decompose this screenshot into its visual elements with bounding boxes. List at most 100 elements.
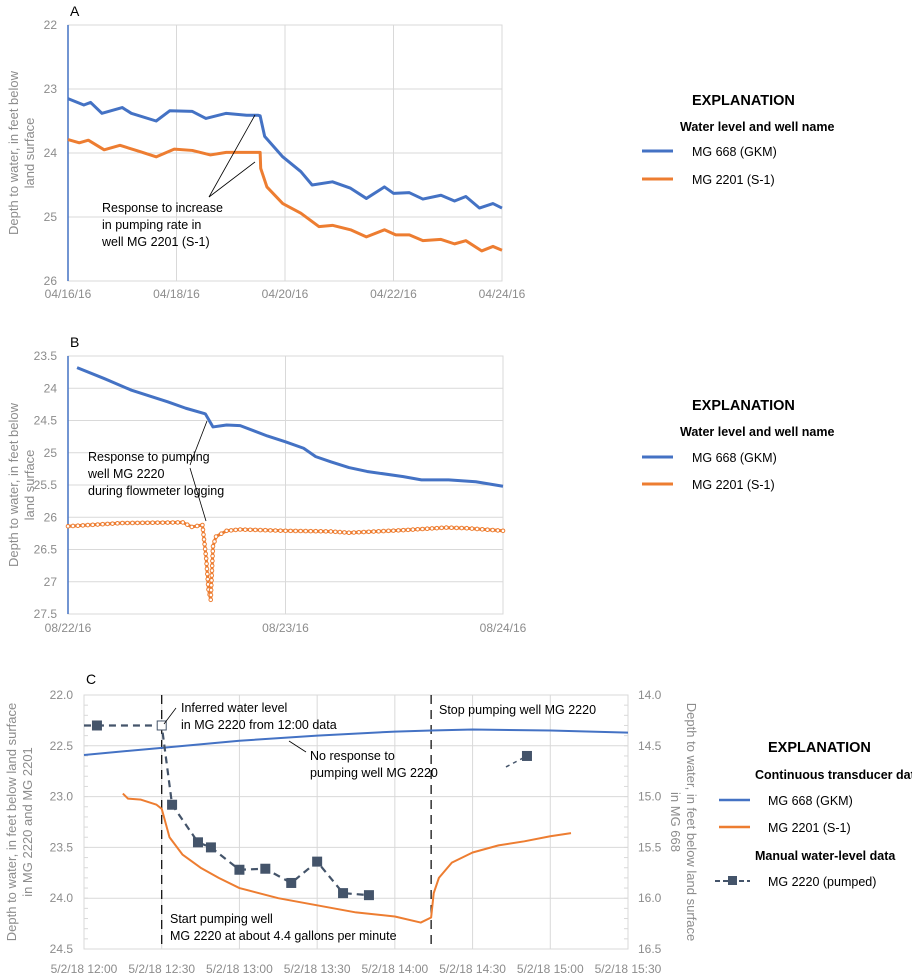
y2-tick-label: 14.5 [638, 739, 662, 753]
annotation: Response to increase in pumping rate in … [101, 114, 256, 249]
legend: EXPLANATION Water level and well name MG… [642, 93, 835, 187]
svg-text:Water level and well name: Water level and well name [680, 120, 835, 134]
data-point [273, 528, 278, 533]
data-point [444, 525, 449, 530]
svg-text:EXPLANATION: EXPLANATION [692, 398, 795, 414]
data-point [490, 527, 495, 533]
data-point [258, 527, 263, 533]
svg-text:Depth to water, in feet below: Depth to water, in feet below [6, 402, 21, 567]
data-point [219, 531, 224, 536]
data-point [208, 592, 214, 598]
data-point [95, 522, 100, 527]
data-point [242, 527, 248, 532]
data-point [288, 528, 293, 534]
data-point [209, 578, 214, 583]
plot-area: 22.0 22.5 23.0 23.5 24.0 24.5 14.0 14.5 15.0 15.5… [50, 688, 662, 976]
data-point [376, 529, 381, 534]
data-point [328, 529, 334, 534]
data-point [213, 534, 219, 539]
data-point [200, 522, 205, 528]
data-point [386, 528, 391, 534]
legend-marker-square-icon [728, 876, 737, 885]
y-tick-label: 27 [44, 575, 58, 589]
data-point [405, 527, 411, 533]
data-point [303, 528, 308, 534]
data-point [210, 543, 216, 549]
x-tick-label: 04/20/16 [262, 287, 309, 301]
svg-text:MG 2201 (S-1): MG 2201 (S-1) [692, 478, 775, 492]
data-point [234, 864, 245, 875]
y-tick-label: 26.5 [34, 543, 58, 557]
panel-label: C [86, 671, 96, 687]
panel-b: B 23.5 24 24.5 25 25.5 26 26.5 27 27.508/22/16 08… [6, 334, 835, 635]
data-point [333, 529, 338, 535]
data-point [208, 597, 214, 603]
data-point [194, 523, 200, 529]
legend: EXPLANATION Water level and well name MG… [642, 398, 835, 492]
data-point [439, 525, 444, 531]
series-mg-668-gkm- [67, 97, 503, 210]
data-point [464, 525, 470, 531]
series-mg-2220-pumped- [84, 720, 532, 901]
svg-text:MG 2220 (pumped): MG 2220 (pumped) [768, 875, 876, 889]
data-point [200, 527, 206, 533]
y-tick-label: 22.5 [50, 739, 74, 753]
data-point [210, 558, 215, 564]
data-point [90, 522, 96, 528]
data-point [180, 520, 186, 525]
data-point [189, 524, 195, 530]
y-tick-label: 22 [44, 18, 58, 32]
x-tick-label: 04/18/16 [153, 287, 200, 301]
data-point [203, 551, 208, 557]
y-axis-label: Depth to water, in feet below land surfa… [6, 402, 37, 567]
svg-text:EXPLANATION: EXPLANATION [692, 93, 795, 109]
svg-text:well MG 2220: well MG 2220 [87, 467, 164, 481]
x-tick-label: 5/2/18 15:30 [595, 962, 662, 976]
y-tick-label: 26 [44, 510, 58, 524]
data-point [150, 520, 155, 526]
data-point [381, 528, 386, 534]
data-point [371, 529, 376, 534]
data-point [337, 529, 343, 535]
y2-tick-label: 15.0 [638, 790, 662, 804]
svg-text:during flowmeter logging: during flowmeter logging [88, 484, 224, 498]
data-point [202, 546, 208, 552]
svg-text:Depth to water, in feet below: Depth to water, in feet below land surfa… [684, 703, 699, 941]
x-tick-label: 5/2/18 15:00 [517, 962, 584, 976]
svg-text:in MG 668: in MG 668 [668, 792, 683, 852]
y-axis-label: Depth to water, in feet below land surfa… [6, 70, 37, 235]
data-point [205, 842, 216, 853]
data-point [312, 856, 323, 867]
data-point [252, 527, 258, 533]
data-point [263, 527, 268, 533]
data-point [485, 527, 490, 532]
data-point [105, 521, 110, 527]
data-point [70, 523, 76, 529]
svg-text:Depth to water, in feet below: Depth to water, in feet below [6, 70, 21, 235]
data-point [401, 527, 406, 533]
data-point [228, 528, 234, 533]
data-point [233, 527, 238, 533]
data-point [323, 529, 329, 534]
data-point [474, 526, 480, 532]
x-tick-label: 04/22/16 [370, 287, 417, 301]
data-point [500, 528, 506, 534]
data-point [396, 528, 401, 533]
start-pumping-note: Start pumping well [170, 912, 273, 926]
data-point [429, 526, 435, 531]
series-mg-668-gkm- [83, 728, 629, 756]
data-point [120, 520, 125, 526]
data-point [208, 587, 214, 593]
data-point [356, 529, 362, 535]
data-point [247, 527, 253, 533]
data-point [521, 750, 532, 761]
data-point [210, 553, 215, 559]
y2-tick-label: 16.0 [638, 891, 662, 905]
y-tick-label: 24.0 [50, 891, 74, 905]
series-line [67, 138, 503, 253]
data-point [278, 528, 283, 533]
x-tick-label: 08/22/16 [45, 621, 92, 635]
data-point [495, 528, 501, 533]
data-point [209, 568, 215, 573]
